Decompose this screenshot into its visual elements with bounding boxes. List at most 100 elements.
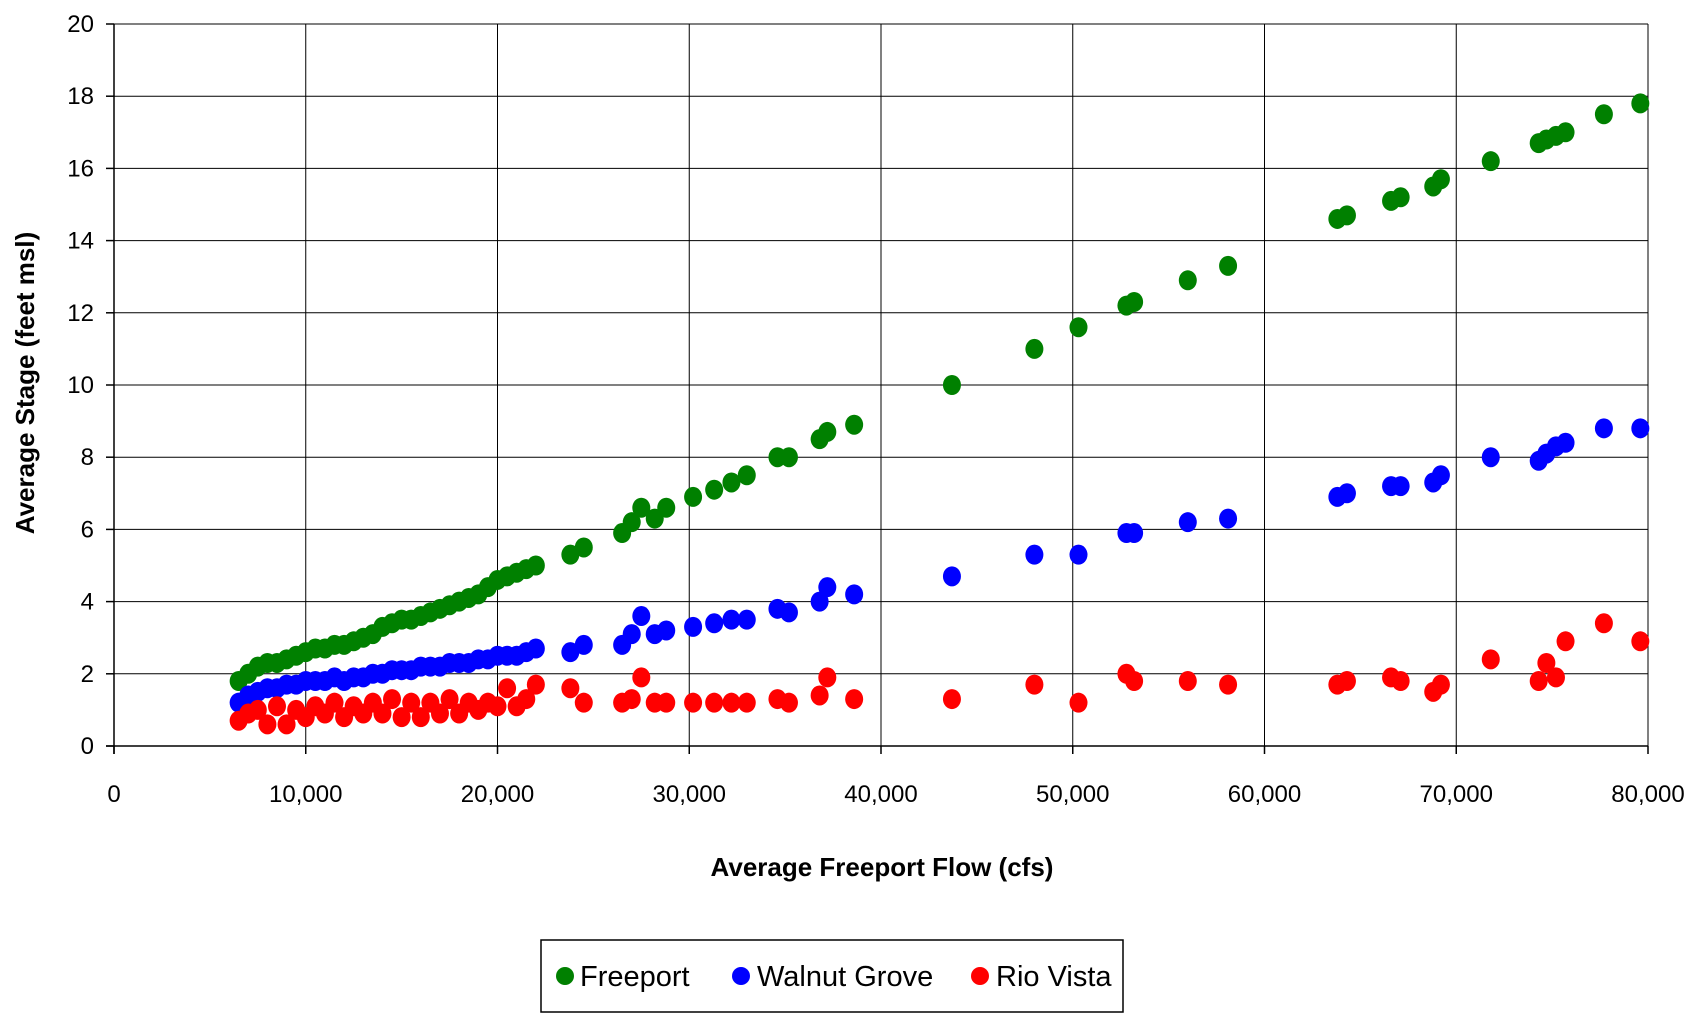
data-point bbox=[632, 606, 651, 627]
data-point bbox=[622, 624, 641, 645]
data-point bbox=[526, 555, 545, 576]
data-point bbox=[845, 584, 864, 605]
y-tick-label: 12 bbox=[67, 300, 94, 327]
series-freeport bbox=[229, 93, 1650, 692]
data-point bbox=[267, 696, 286, 717]
data-point bbox=[561, 678, 580, 699]
y-tick-label: 0 bbox=[81, 733, 94, 760]
legend-box bbox=[540, 939, 1124, 1013]
data-point bbox=[1631, 93, 1650, 114]
x-tick-label: 50,000 bbox=[1036, 781, 1109, 808]
data-point bbox=[574, 692, 593, 713]
data-point bbox=[1594, 104, 1613, 125]
data-point bbox=[1481, 649, 1500, 670]
data-point bbox=[684, 692, 703, 713]
data-point bbox=[722, 692, 741, 713]
data-point bbox=[1431, 674, 1450, 695]
x-tick-label: 30,000 bbox=[653, 781, 726, 808]
y-tick-label: 14 bbox=[67, 228, 94, 255]
data-point bbox=[705, 613, 724, 634]
legend-label-walnut-grove: Walnut Grove bbox=[757, 961, 933, 993]
x-tick-label: 20,000 bbox=[461, 781, 534, 808]
data-point bbox=[1069, 692, 1088, 713]
data-point bbox=[1219, 674, 1238, 695]
data-point bbox=[779, 692, 798, 713]
data-point bbox=[1337, 671, 1356, 692]
data-point bbox=[1025, 544, 1044, 565]
data-point bbox=[705, 692, 724, 713]
x-tick-label: 70,000 bbox=[1420, 781, 1493, 808]
data-point bbox=[818, 421, 837, 442]
data-point bbox=[440, 689, 459, 710]
y-tick-label: 4 bbox=[81, 589, 94, 616]
data-point bbox=[277, 714, 296, 735]
x-axis-title: Average Freeport Flow (cfs) bbox=[711, 852, 1054, 882]
data-point bbox=[1431, 169, 1450, 190]
data-point bbox=[1537, 652, 1556, 673]
legend-marker-freeport bbox=[556, 967, 574, 985]
data-point bbox=[1219, 255, 1238, 276]
data-point bbox=[632, 667, 651, 688]
data-point bbox=[705, 479, 724, 500]
series-walnut-grove bbox=[229, 418, 1650, 713]
data-point bbox=[1178, 270, 1197, 291]
data-point bbox=[779, 447, 798, 468]
x-tick-label: 10,000 bbox=[269, 781, 342, 808]
legend: Freeport Walnut Grove Rio Vista bbox=[540, 939, 1124, 1013]
data-point bbox=[737, 692, 756, 713]
data-point bbox=[383, 689, 402, 710]
data-point bbox=[430, 703, 449, 724]
data-point bbox=[722, 609, 741, 630]
data-point bbox=[1391, 671, 1410, 692]
data-point bbox=[1178, 671, 1197, 692]
data-point bbox=[632, 497, 651, 518]
data-point bbox=[526, 638, 545, 659]
data-point bbox=[1546, 667, 1565, 688]
data-point bbox=[574, 537, 593, 558]
data-point bbox=[810, 685, 829, 706]
x-tick-label: 60,000 bbox=[1228, 781, 1301, 808]
data-point bbox=[810, 591, 829, 612]
data-point bbox=[325, 692, 344, 713]
data-point bbox=[1125, 671, 1144, 692]
data-point bbox=[942, 689, 961, 710]
data-point bbox=[526, 674, 545, 695]
x-tick-label: 80,000 bbox=[1611, 781, 1684, 808]
legend-label-freeport: Freeport bbox=[580, 961, 690, 993]
data-point bbox=[1337, 205, 1356, 226]
data-point bbox=[845, 689, 864, 710]
x-tick-label: 0 bbox=[107, 781, 120, 808]
x-tick-label: 40,000 bbox=[844, 781, 917, 808]
data-point bbox=[574, 634, 593, 655]
data-point bbox=[1391, 187, 1410, 208]
data-point bbox=[622, 512, 641, 533]
data-point bbox=[1631, 631, 1650, 652]
data-point bbox=[1529, 671, 1548, 692]
data-point bbox=[657, 497, 676, 518]
data-point bbox=[1481, 447, 1500, 468]
data-point bbox=[722, 472, 741, 493]
data-point bbox=[1025, 674, 1044, 695]
data-point bbox=[1125, 291, 1144, 312]
data-point bbox=[737, 609, 756, 630]
data-point bbox=[657, 620, 676, 641]
legend-label-rio-vista: Rio Vista bbox=[996, 961, 1112, 993]
data-point bbox=[1556, 432, 1575, 453]
data-point bbox=[1219, 508, 1238, 529]
data-point bbox=[845, 414, 864, 435]
data-point bbox=[779, 602, 798, 623]
y-tick-label: 8 bbox=[81, 444, 94, 471]
data-point bbox=[818, 667, 837, 688]
data-point bbox=[1069, 317, 1088, 338]
gridlines bbox=[114, 23, 1649, 746]
data-point bbox=[402, 692, 421, 713]
x-axis-ticks: 0 10,000 20,000 30,000 40,000 50,000 60,000 70,… bbox=[107, 746, 1685, 808]
data-point bbox=[1431, 465, 1450, 486]
y-tick-label: 10 bbox=[67, 372, 94, 399]
data-point bbox=[1631, 418, 1650, 439]
y-tick-label: 6 bbox=[81, 516, 94, 543]
data-point bbox=[517, 689, 536, 710]
data-point bbox=[373, 703, 392, 724]
legend-marker-rio-vista bbox=[971, 967, 989, 985]
